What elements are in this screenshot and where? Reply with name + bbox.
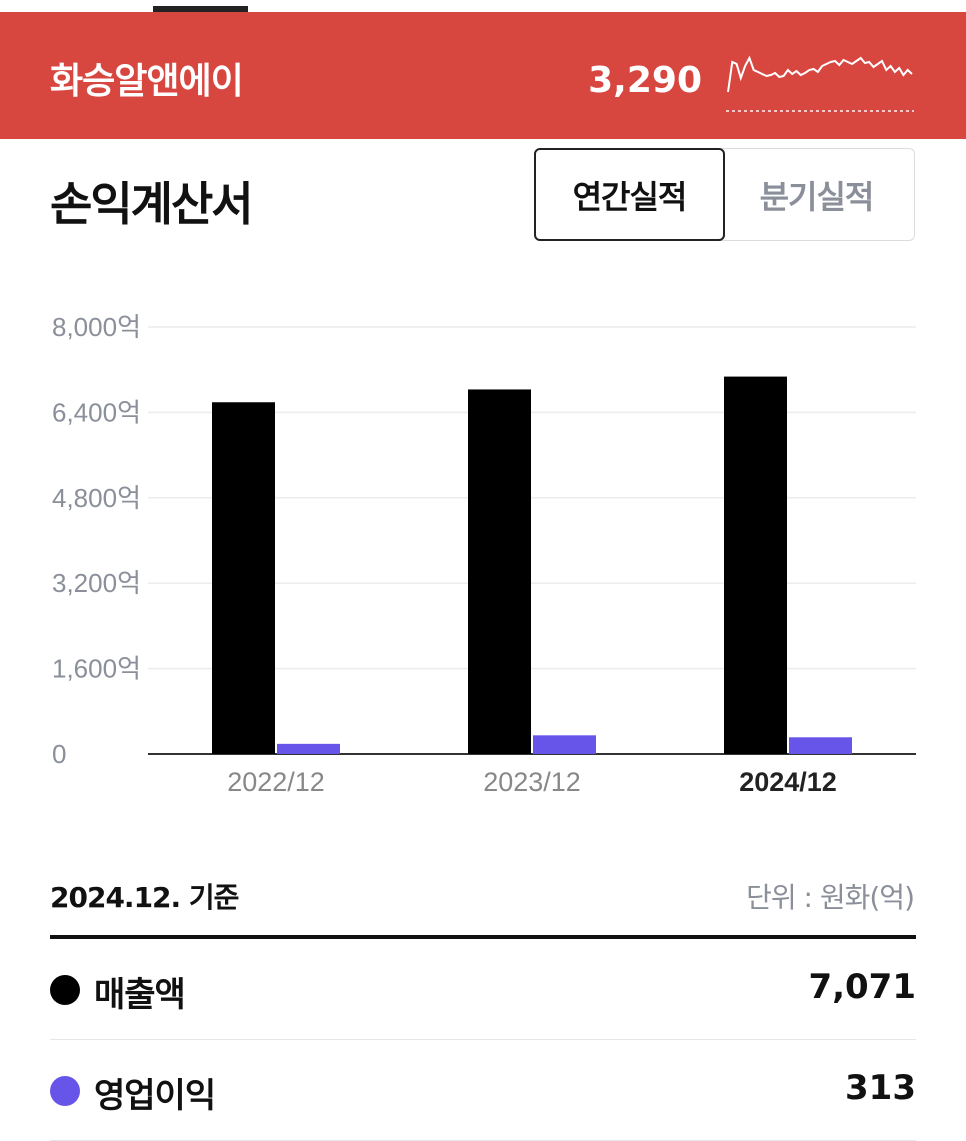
income-bar-chart[interactable]: 8,000억 6,400억 4,800억 3,200억 1,600억 0 2022/12 20… — [0, 300, 966, 820]
basis-date: 2024.12. 기준 — [50, 881, 239, 914]
y-tick-label: 1,600억 — [52, 654, 141, 684]
summary-divider — [50, 935, 916, 939]
bar-revenue[interactable] — [724, 376, 787, 754]
quarterly-toggle-button[interactable]: 분기실적 — [719, 148, 915, 241]
operating-profit-label: 영업이익 — [94, 1076, 216, 1116]
tab-indicator — [153, 6, 248, 12]
summary-row-revenue: 매출액 7,071 — [50, 939, 916, 1040]
x-tick-label: 2023/12 — [483, 767, 581, 797]
y-tick-label: 6,400억 — [52, 397, 141, 427]
annual-toggle-button[interactable]: 연간실적 — [534, 148, 725, 241]
bar-revenue[interactable] — [468, 389, 531, 754]
top-strip — [0, 0, 966, 12]
price-sparkline[interactable] — [724, 34, 916, 116]
summary-row-operating-profit: 영업이익 313 — [50, 1040, 916, 1141]
bar-operating-profit[interactable] — [789, 737, 852, 754]
x-tick-label: 2024/12 — [739, 767, 837, 797]
bar-operating-profit[interactable] — [277, 743, 340, 754]
x-tick-label: 2022/12 — [227, 767, 325, 797]
operating-profit-legend-dot — [50, 1076, 80, 1106]
operating-profit-value: 313 — [845, 1068, 916, 1108]
y-tick-label: 4,800억 — [52, 483, 141, 513]
revenue-legend-dot — [50, 975, 80, 1005]
unit-label: 단위 : 원화(억) — [746, 881, 915, 914]
stock-header[interactable]: 화승알앤에이 3,290 — [0, 12, 966, 139]
bar-operating-profit[interactable] — [533, 735, 596, 754]
y-tick-label: 8,000억 — [52, 312, 141, 342]
sparkline-line — [727, 55, 913, 93]
section-title: 손익계산서 — [50, 177, 254, 231]
y-tick-label: 3,200억 — [52, 568, 141, 598]
stock-price: 3,290 — [588, 60, 702, 101]
revenue-label: 매출액 — [94, 975, 186, 1015]
bar-revenue[interactable] — [212, 402, 275, 754]
revenue-value: 7,071 — [808, 967, 916, 1007]
stock-name[interactable]: 화승알앤에이 — [50, 61, 244, 102]
y-tick-label: 0 — [52, 739, 66, 769]
period-toggle: 연간실적 분기실적 — [534, 148, 915, 241]
